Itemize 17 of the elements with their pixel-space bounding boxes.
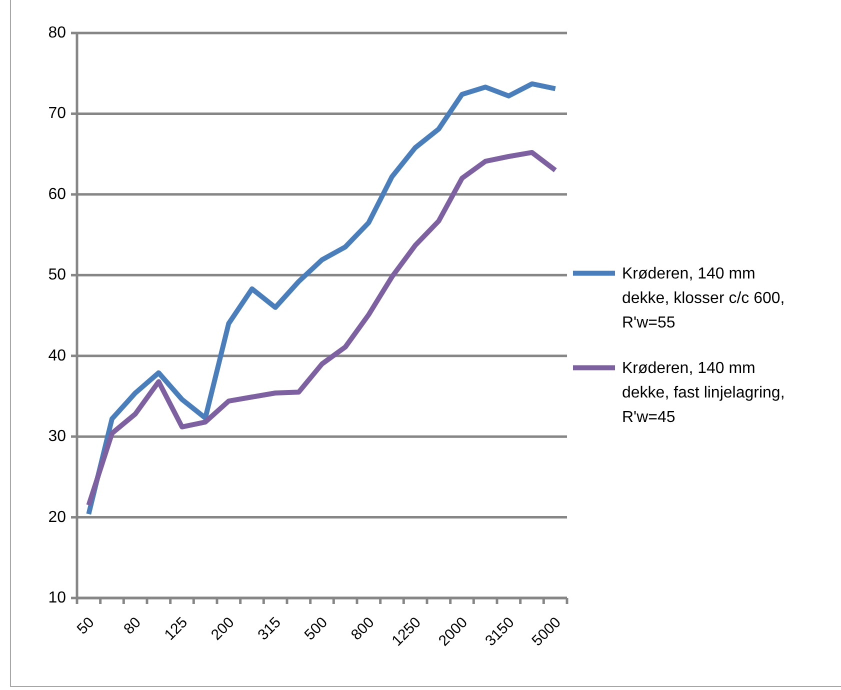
x-tick-label: 80 — [120, 614, 144, 638]
y-tick-label: 80 — [48, 24, 66, 42]
x-tick-label: 800 — [348, 614, 378, 644]
y-tick-label: 20 — [48, 508, 66, 526]
y-tick-label: 60 — [48, 186, 66, 203]
legend-label: Krøderen, 140 mm dekke, klosser c/c 600, R'w=55 — [622, 264, 785, 331]
x-tick-label: 315 — [254, 614, 284, 644]
x-tick-label: 50 — [74, 614, 98, 638]
y-tick-label: 70 — [48, 105, 66, 122]
x-tick-label: 125 — [161, 614, 192, 644]
y-tick-label: 10 — [48, 590, 66, 606]
x-tick-label: 500 — [301, 614, 332, 644]
x-tick-label: 200 — [208, 614, 238, 644]
y-tick-label: 40 — [48, 347, 66, 364]
y-tick-label: 30 — [48, 428, 66, 446]
y-tick-label: 50 — [48, 266, 66, 284]
legend-label: Krøderen, 140 mm dekke, fast linjelagring, R'w=45 — [622, 359, 785, 426]
